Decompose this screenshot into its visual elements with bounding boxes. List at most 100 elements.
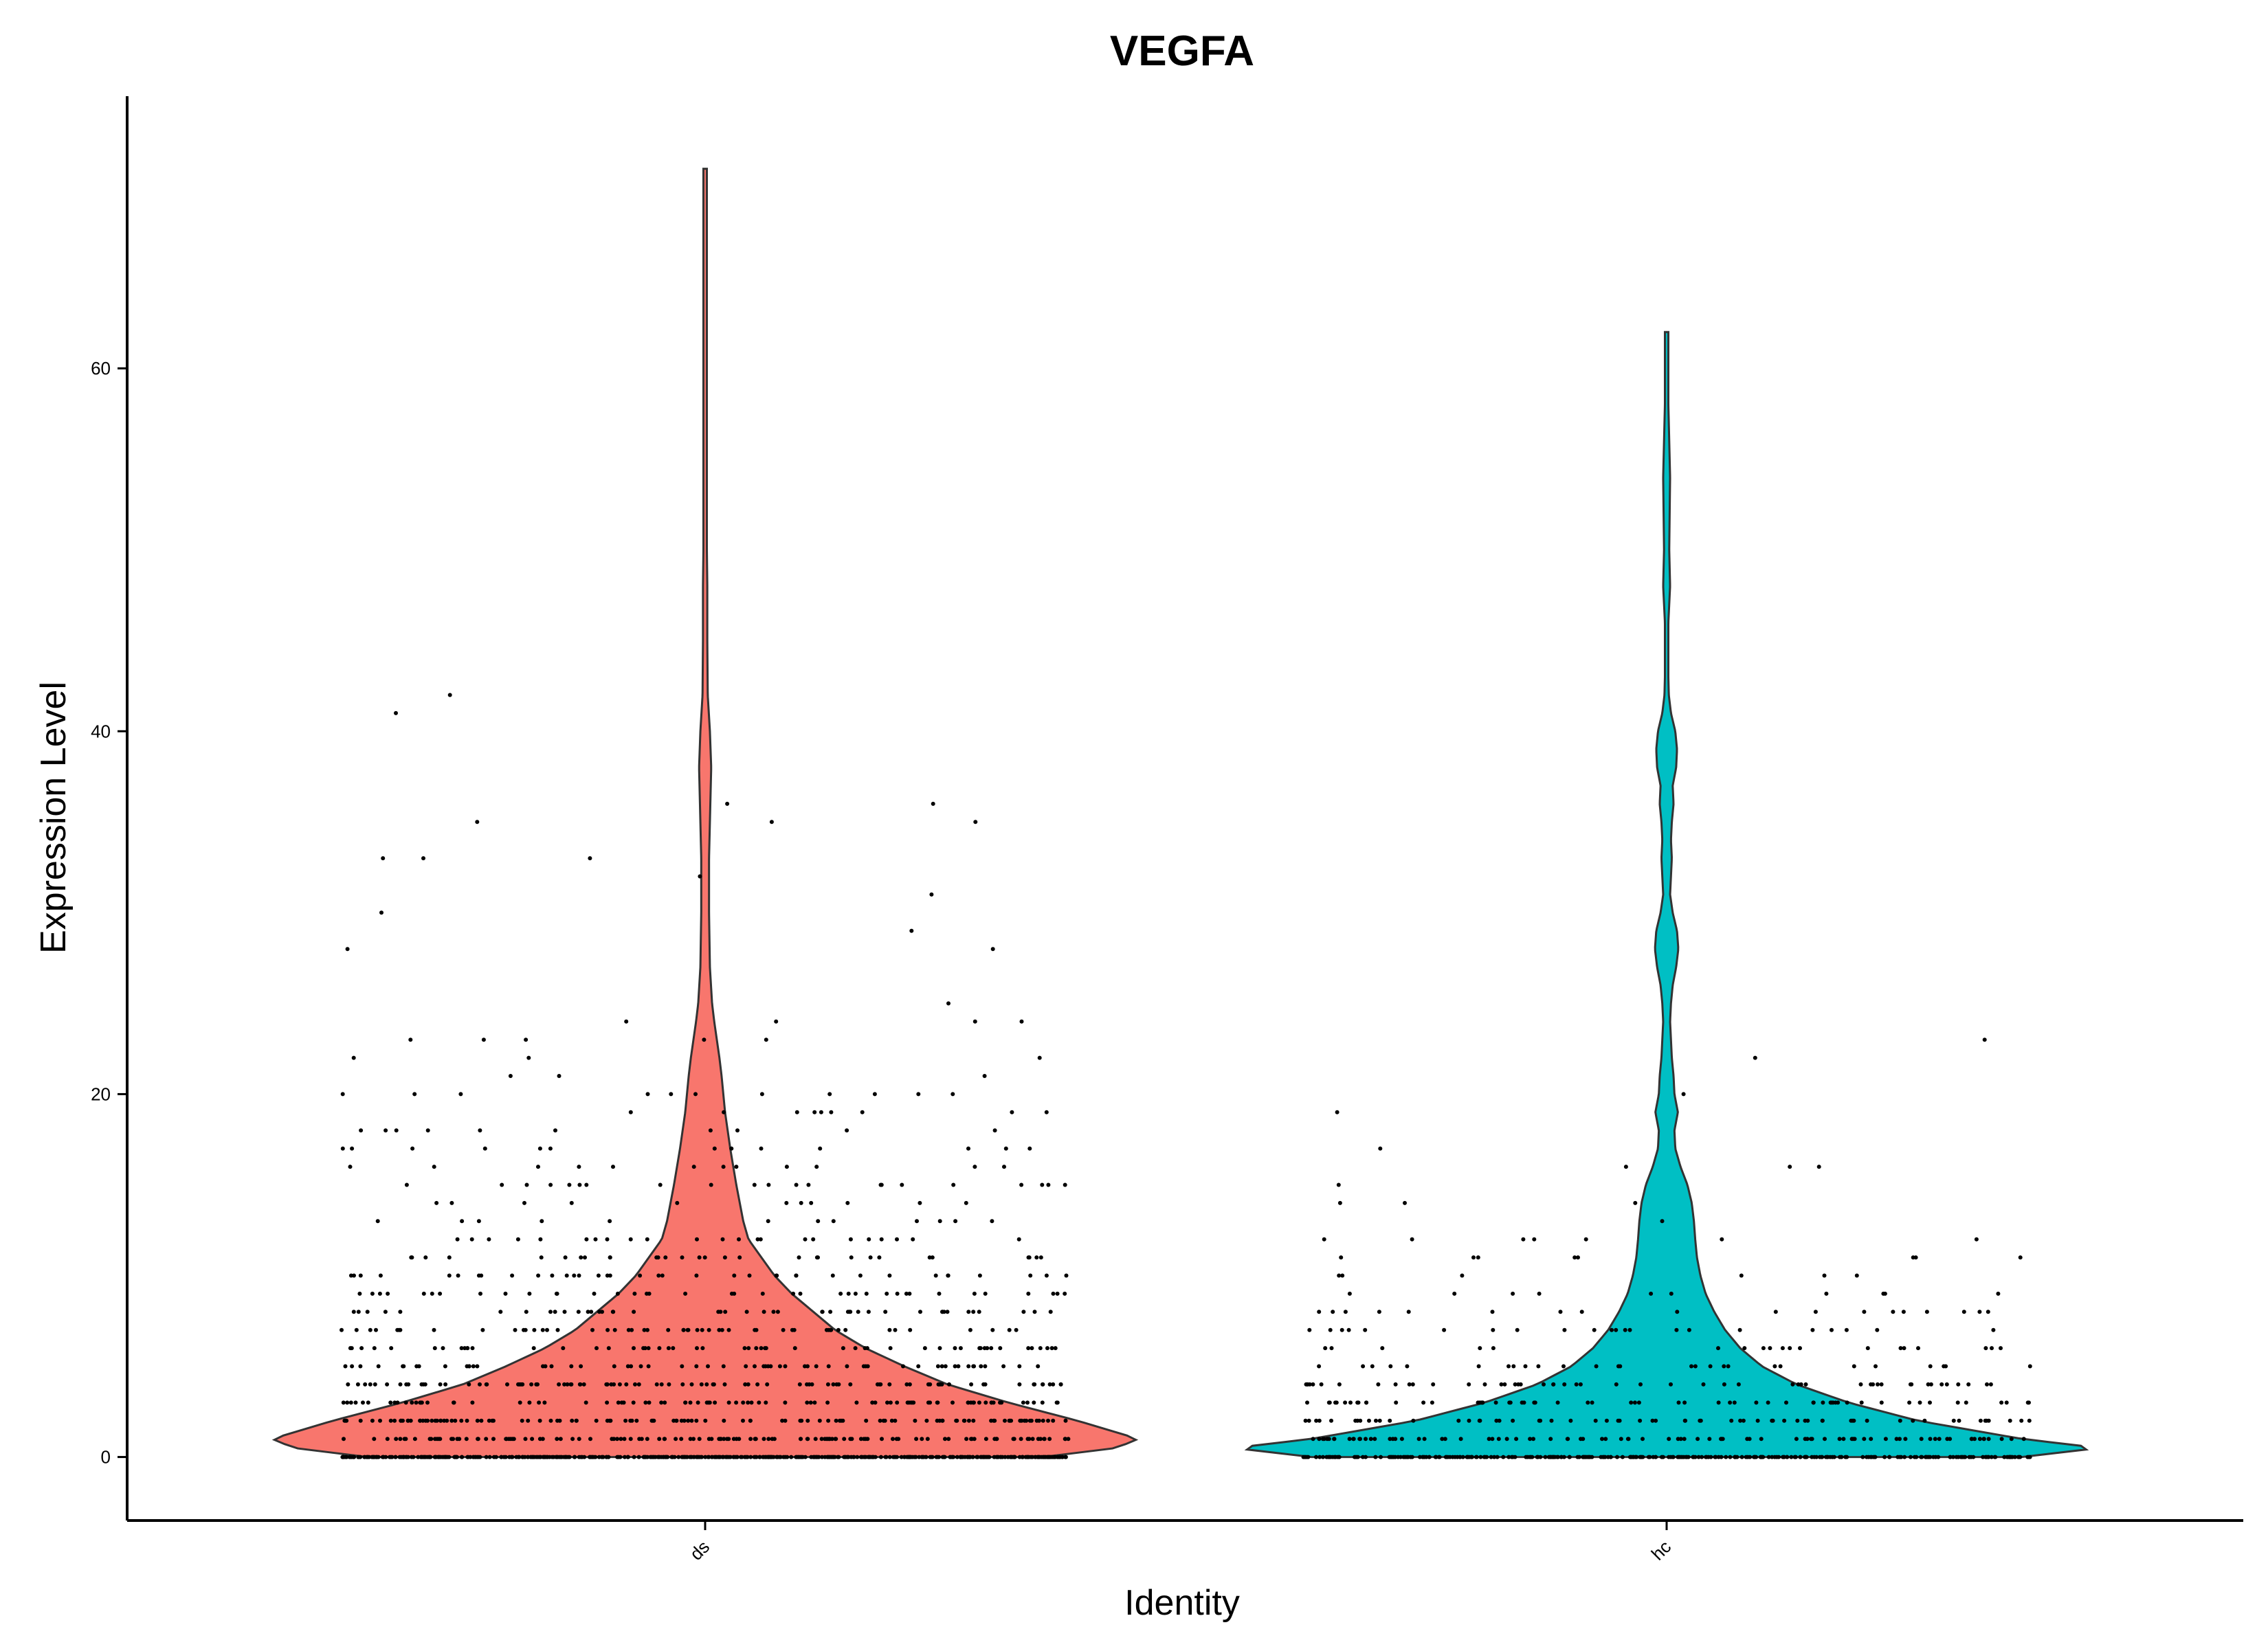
- cell-point-ds: [520, 1418, 524, 1423]
- cell-point-hc: [1948, 1455, 1953, 1459]
- cell-point-ds: [548, 1418, 553, 1423]
- cell-point-hc: [1530, 1455, 1535, 1459]
- cell-point-ds: [394, 710, 398, 715]
- cell-point-ds: [742, 1455, 747, 1459]
- cell-point-hc: [1405, 1364, 1410, 1369]
- cell-point-hc: [1687, 1327, 1691, 1332]
- cell-point-hc: [1926, 1455, 1931, 1459]
- cell-point-hc: [1372, 1437, 1377, 1442]
- cell-point-ds: [632, 1291, 637, 1296]
- cell-point-ds: [818, 1146, 823, 1151]
- cell-point-hc: [1971, 1455, 1976, 1459]
- cell-point-ds: [691, 1455, 696, 1459]
- cell-point-ds: [536, 1165, 540, 1169]
- cell-point-hc: [1988, 1382, 1993, 1387]
- cell-point-ds: [348, 1165, 353, 1169]
- cell-point-ds: [792, 1327, 797, 1332]
- cell-point-ds: [608, 1255, 612, 1260]
- cell-point-ds: [805, 1437, 810, 1442]
- cell-point-ds: [622, 1437, 627, 1442]
- cell-point-hc: [1322, 1437, 1326, 1442]
- cell-point-hc: [1489, 1455, 1493, 1459]
- cell-point-hc: [1535, 1455, 1540, 1459]
- cell-point-hc: [1407, 1382, 1412, 1387]
- cell-point-hc: [1716, 1455, 1721, 1459]
- cell-point-hc: [1590, 1400, 1594, 1405]
- cell-point-hc: [1803, 1418, 1808, 1423]
- cell-point-ds: [768, 1364, 773, 1369]
- cell-point-ds: [761, 1310, 766, 1314]
- cell-point-ds: [1019, 1418, 1024, 1423]
- cell-point-hc: [1691, 1455, 1696, 1459]
- cell-point-ds: [617, 1382, 622, 1387]
- cell-point-ds: [979, 1364, 983, 1369]
- cell-point-ds: [930, 1255, 935, 1260]
- cell-point-ds: [699, 1382, 704, 1387]
- cell-point-ds: [656, 1255, 660, 1260]
- cell-point-ds: [950, 1455, 955, 1459]
- cell-point-ds: [794, 1110, 799, 1114]
- cell-point-hc: [1499, 1382, 1504, 1387]
- cell-point-ds: [393, 1455, 398, 1459]
- cell-point-ds: [735, 1455, 740, 1459]
- cell-point-hc: [1924, 1310, 1929, 1314]
- cell-point-ds: [624, 1382, 629, 1387]
- cell-point-hc: [1898, 1437, 1902, 1442]
- cell-point-ds: [744, 1364, 748, 1369]
- cell-point-hc: [1528, 1437, 1533, 1442]
- cell-point-ds: [394, 1437, 399, 1442]
- cell-point-hc: [1548, 1437, 1553, 1442]
- cell-point-ds: [645, 1237, 649, 1242]
- cell-point-ds: [1026, 1346, 1031, 1351]
- cell-point-ds: [696, 1455, 700, 1459]
- cell-point-ds: [351, 1055, 356, 1060]
- cell-point-hc: [1770, 1418, 1775, 1423]
- cell-point-ds: [569, 1364, 574, 1369]
- cell-point-ds: [421, 856, 425, 861]
- cell-point-hc: [1708, 1364, 1713, 1369]
- cell-point-ds: [592, 1291, 597, 1296]
- cell-point-ds: [681, 1327, 686, 1332]
- cell-point-hc: [1844, 1327, 1849, 1332]
- cell-point-ds: [1027, 1255, 1032, 1260]
- cell-point-ds: [376, 1364, 381, 1369]
- cell-point-ds: [359, 1128, 364, 1133]
- cell-point-ds: [722, 1437, 726, 1442]
- cell-point-hc: [1421, 1400, 1426, 1405]
- cell-point-ds: [405, 1418, 410, 1423]
- cell-point-ds: [1066, 1437, 1071, 1442]
- cell-point-ds: [878, 1182, 883, 1187]
- cell-point-ds: [978, 1346, 983, 1351]
- cell-point-ds: [990, 1327, 995, 1332]
- cell-point-hc: [1328, 1327, 1333, 1332]
- cell-point-ds: [615, 1291, 620, 1296]
- cell-point-ds: [764, 1400, 768, 1405]
- cell-point-hc: [2004, 1400, 2009, 1405]
- cell-point-ds: [694, 1273, 699, 1278]
- cell-point-hc: [1859, 1400, 1864, 1405]
- cell-point-ds: [740, 1455, 744, 1459]
- cell-point-hc: [1746, 1455, 1750, 1459]
- cell-point-ds: [839, 1418, 843, 1423]
- cell-point-ds: [580, 1455, 585, 1459]
- cell-point-hc: [2027, 1364, 2032, 1369]
- cell-point-hc: [1879, 1382, 1884, 1387]
- cell-point-ds: [443, 1382, 448, 1387]
- cell-point-ds: [600, 1310, 604, 1314]
- cell-point-hc: [1317, 1437, 1322, 1442]
- cell-point-ds: [452, 1400, 456, 1405]
- cell-point-hc: [1907, 1400, 1912, 1405]
- cell-point-ds: [453, 1455, 458, 1459]
- cell-point-ds: [351, 1455, 356, 1459]
- cell-point-ds: [791, 1291, 796, 1296]
- cell-point-ds: [403, 1437, 408, 1442]
- cell-point-ds: [887, 1455, 892, 1459]
- cell-point-ds: [642, 1327, 647, 1332]
- cell-point-ds: [1003, 1455, 1008, 1459]
- cell-point-ds: [340, 1327, 344, 1332]
- cell-point-ds: [1051, 1418, 1056, 1423]
- cell-point-hc: [1891, 1310, 1895, 1314]
- cell-point-hc: [1511, 1455, 1515, 1459]
- cell-point-ds: [467, 1382, 471, 1387]
- cell-point-ds: [545, 1327, 549, 1332]
